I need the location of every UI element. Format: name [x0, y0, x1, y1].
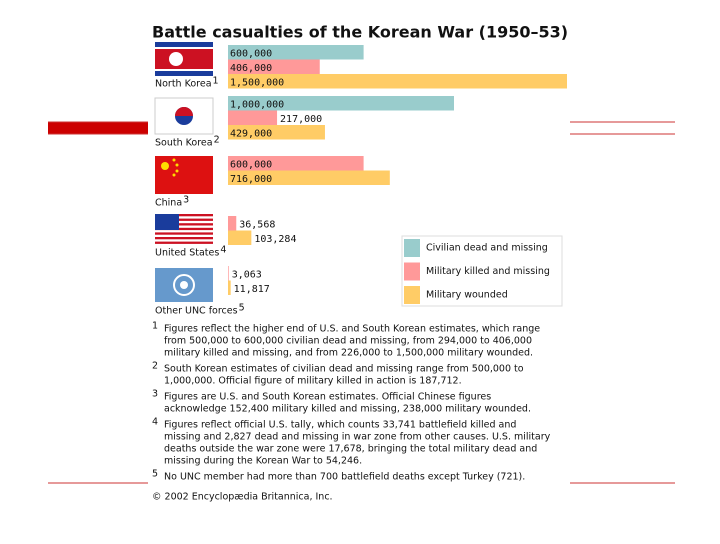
- bar: [228, 74, 567, 89]
- value-label: 11,817: [234, 284, 270, 295]
- bar: [228, 59, 320, 74]
- chart-title: Battle casualties of the Korean War (195…: [152, 23, 568, 42]
- category-label: North Korea: [155, 79, 212, 90]
- category-label: South Korea: [155, 138, 213, 149]
- bar: [228, 96, 454, 111]
- footnote-line: from 500,000 to 600,000 civilian dead an…: [164, 336, 532, 347]
- category-label: China: [155, 198, 182, 209]
- legend-label: Military wounded: [426, 290, 508, 301]
- footnote-marker: 5: [152, 469, 158, 480]
- category-label: United States: [155, 248, 219, 259]
- value-label: 1,000,000: [230, 99, 284, 110]
- footnote-line: military killed and missing, and from 22…: [164, 348, 533, 359]
- flag-south-korea: [154, 97, 214, 135]
- footnote-line: Figures reflect official U.S. tally, whi…: [164, 420, 516, 431]
- flag-north-korea: [155, 42, 213, 76]
- category-note: 2: [214, 135, 220, 146]
- bar: [228, 266, 229, 281]
- footnote-marker: 3: [152, 389, 158, 400]
- value-label: 3,063: [232, 269, 262, 280]
- footnote-line: missing and 2,827 dead and missing in wa…: [164, 432, 551, 443]
- legend-label: Military killed and missing: [426, 266, 550, 277]
- copyright: © 2002 Encyclopædia Britannica, Inc.: [152, 492, 333, 503]
- value-label: 1,500,000: [230, 77, 284, 88]
- bar: [228, 156, 364, 171]
- category-note: 4: [220, 245, 226, 256]
- bar: [228, 280, 231, 295]
- footnote-line: missing during the Korean War to 54,246.: [164, 456, 362, 467]
- value-label: 103,284: [254, 234, 296, 245]
- legend: [401, 235, 563, 307]
- flag-china: [155, 156, 213, 194]
- bar: [228, 230, 252, 245]
- legend-swatch: [404, 262, 420, 281]
- category-note: 3: [183, 195, 189, 206]
- value-label: 406,000: [230, 63, 272, 74]
- value-label: 716,000: [230, 174, 272, 185]
- footnote-marker: 2: [152, 361, 158, 372]
- footnote-marker: 1: [152, 321, 158, 332]
- bar: [228, 216, 237, 231]
- value-label: 429,000: [230, 128, 272, 139]
- slide-accent: [48, 122, 154, 134]
- value-label: 36,568: [239, 219, 275, 230]
- flag-united-nations: [155, 268, 213, 302]
- footnote-line: acknowledge 152,400 military killed and …: [164, 404, 531, 415]
- value-label: 600,000: [230, 48, 272, 59]
- footnote-line: Figures reflect the higher end of U.S. a…: [164, 324, 540, 335]
- legend-swatch: [404, 286, 420, 304]
- footnote-line: No UNC member had more than 700 battlefi…: [164, 472, 525, 483]
- legend-label: Civilian dead and missing: [426, 243, 548, 254]
- footnote-marker: 4: [152, 417, 158, 428]
- category-note: 5: [239, 303, 245, 314]
- footnote-line: 1,000,000. Official figure of military k…: [164, 376, 462, 387]
- footnote-line: Figures are U.S. and South Korean estima…: [164, 392, 491, 403]
- flag-united-states: [155, 214, 213, 244]
- value-label: 600,000: [230, 159, 272, 170]
- footnote-line: South Korean estimates of civilian dead …: [164, 364, 524, 375]
- bar: [228, 125, 325, 140]
- legend-swatch: [404, 239, 420, 257]
- footnote-line: deaths outside the war zone were 17,678,…: [164, 444, 537, 455]
- bar: [228, 170, 390, 185]
- category-note: 1: [213, 76, 219, 87]
- bar: [228, 110, 278, 125]
- bar: [228, 45, 364, 60]
- value-label: 217,000: [280, 114, 322, 125]
- category-label: Other UNC forces: [155, 306, 238, 317]
